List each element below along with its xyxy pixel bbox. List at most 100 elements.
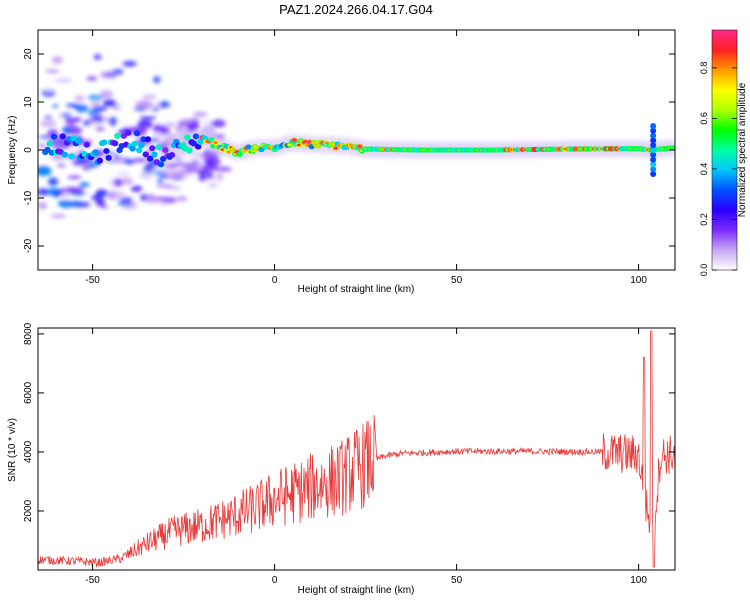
spectrogram-ridge-cell xyxy=(160,155,167,162)
spectrogram-noise-blob xyxy=(68,150,85,154)
spectrogram-ridge-cell xyxy=(194,143,202,150)
spectrogram-noise-blob xyxy=(171,163,189,167)
spectrogram-noise-blob xyxy=(135,100,153,109)
spectrogram-noise-blob xyxy=(38,135,53,139)
spectrogram-noise-blob xyxy=(168,169,179,179)
spectrogram-noise-blob xyxy=(47,177,59,186)
spectrogram-noise-blob xyxy=(65,118,76,127)
snr-x-axis-label: Height of straight line (km) xyxy=(298,585,415,596)
spectrogram-y-tick-label: -20 xyxy=(23,238,34,253)
spectrogram-ridge-cell xyxy=(144,136,152,143)
spectrogram-ridge-cell xyxy=(105,154,112,161)
spectrogram-noise-blob xyxy=(132,202,140,206)
spectrogram-noise-blob xyxy=(107,178,114,187)
spectrogram-y-tick-label: 10 xyxy=(23,96,34,108)
spectrogram-dropout-cell xyxy=(650,166,657,173)
spectrogram-noise-blob xyxy=(87,94,104,101)
spectrogram-noise-blob xyxy=(52,104,59,108)
spectrogram-noise-blob xyxy=(95,189,108,195)
spectrogram-noise-blob xyxy=(62,191,71,200)
spectrogram-noise-blob xyxy=(178,173,192,178)
spectrogram-noise-blob xyxy=(122,60,137,67)
spectrogram-noise-blob xyxy=(159,126,170,136)
spectrogram-x-tick-label: -50 xyxy=(85,275,100,286)
spectrogram-noise-blob xyxy=(88,121,102,128)
colorbar-tick-label: 0.8 xyxy=(699,62,709,75)
spectrogram-noise-blob xyxy=(175,125,184,132)
spectrogram-noise-blob xyxy=(156,177,164,184)
spectrogram-noise-blob xyxy=(130,185,143,192)
spectrogram-noise-blob xyxy=(181,158,194,163)
spectrogram-ridge-cell xyxy=(61,151,69,158)
spectrogram-noise-blob xyxy=(197,175,207,182)
spectrogram-noise-blob xyxy=(38,188,52,196)
spectrogram-noise-blob xyxy=(117,201,132,207)
spectrogram-x-tick-label: 0 xyxy=(272,275,278,286)
spectrogram-ridge-core xyxy=(226,150,231,154)
spectrogram-ridge-cell xyxy=(190,140,197,147)
spectrogram-noise-blob xyxy=(93,54,102,60)
spectrogram-noise-blob xyxy=(180,118,199,124)
spectrogram-ridge-cell xyxy=(186,147,193,154)
colorbar-label: Normalized spectral amplitude xyxy=(737,82,748,217)
snr-y-tick-label: 6000 xyxy=(23,381,34,404)
spectrogram-noise-blob xyxy=(215,172,224,182)
spectrogram-noise-blob xyxy=(57,163,66,167)
spectrogram-noise-blob xyxy=(60,199,73,209)
spectrogram-y-tick-label: 0 xyxy=(23,147,34,153)
spectrogram-ridge-cell xyxy=(59,133,66,140)
spectrogram-noise-blob xyxy=(132,158,146,163)
spectrogram-ridge-cell xyxy=(135,147,143,154)
snr-x-tick-label: 100 xyxy=(630,575,647,586)
spectrogram-halo xyxy=(38,54,675,218)
spectrogram-ridge-cell xyxy=(129,145,136,152)
spectrogram-noise-blob xyxy=(61,126,71,134)
spectrogram-noise-blob xyxy=(99,89,113,99)
spectrogram-noise-blob xyxy=(61,112,72,117)
spectrogram-ridge-cell xyxy=(101,139,108,146)
spectrogram-noise-blob xyxy=(204,157,215,166)
spectrogram-noise-blob xyxy=(109,116,118,126)
snr-plot: -50 0 50 100 2000 4000 6000 8000 Height of stra… xyxy=(7,322,676,596)
spectrogram-noise-blob xyxy=(74,104,89,113)
spectrogram-noise-blob xyxy=(67,175,82,180)
colorbar-tick-label: 0.4 xyxy=(699,163,709,176)
spectrogram-plot: -50 0 50 100 -20 -10 0 10 20 Height of straight … xyxy=(7,29,676,295)
spectrogram-ridge-cell xyxy=(138,142,145,149)
spectrogram-dropout-cell xyxy=(650,127,657,134)
spectrogram-noise-blob xyxy=(192,111,208,117)
spectrogram-noise-blob xyxy=(78,182,90,188)
spectrogram-noise-blob xyxy=(143,164,155,171)
spectrogram-noise-blob xyxy=(155,183,174,188)
spectrogram-noise-blob xyxy=(123,158,135,165)
spectrogram-ridge-cell xyxy=(114,132,121,139)
spectrogram-ridge-cell xyxy=(92,149,99,156)
spectrogram-noise-blob xyxy=(175,196,188,202)
colorbar-tick-label: 0.6 xyxy=(699,112,709,125)
spectrogram-ridge-core xyxy=(333,146,338,150)
spectrogram-y-tick-label: 20 xyxy=(23,48,34,60)
spectrogram-noise-blob xyxy=(74,94,85,103)
spectrogram-noise-blob xyxy=(121,177,133,184)
spectrogram-ridge-cell xyxy=(155,144,163,151)
spectrogram-noise-blob xyxy=(204,163,218,172)
colorbar-tick-label: 0.2 xyxy=(699,213,709,226)
spectrogram-noise-blob xyxy=(95,126,105,132)
spectrogram-noise-blob xyxy=(156,196,166,201)
spectrogram-x-tick-label: 50 xyxy=(451,275,463,286)
spectrogram-noise-blob xyxy=(51,56,64,64)
spectrogram-ridge-core xyxy=(296,143,301,147)
spectrogram-noise-blob xyxy=(210,119,226,128)
spectrogram-noise-blob xyxy=(163,137,176,144)
spectrogram-noise-blob xyxy=(142,94,157,99)
spectrogram-noise-blob xyxy=(207,183,219,188)
spectrogram-ridge-core xyxy=(220,148,225,151)
spectrogram-noise-blob xyxy=(117,117,131,126)
spectrogram-noise-blob xyxy=(139,172,152,179)
spectrogram-dropout-cell xyxy=(650,151,657,158)
spectrogram-ridge-cell xyxy=(192,133,200,140)
spectrogram-ridge-core xyxy=(292,139,297,142)
spectrogram-noise-blob xyxy=(82,165,90,171)
spectrogram-ridge-cell xyxy=(111,140,119,147)
spectrogram-dropout-cell xyxy=(650,171,657,177)
